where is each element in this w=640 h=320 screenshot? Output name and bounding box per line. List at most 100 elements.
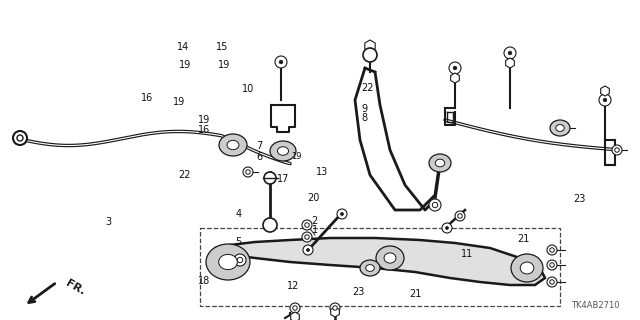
Ellipse shape [206, 244, 250, 280]
Ellipse shape [360, 260, 380, 276]
Ellipse shape [376, 246, 404, 270]
Circle shape [445, 227, 449, 229]
Circle shape [243, 167, 253, 177]
Circle shape [234, 254, 246, 266]
Polygon shape [291, 312, 300, 320]
Circle shape [550, 280, 554, 284]
Text: 10: 10 [242, 84, 254, 94]
Text: FR.: FR. [64, 278, 87, 298]
Text: 16: 16 [198, 124, 211, 135]
Text: 13: 13 [316, 167, 328, 177]
Circle shape [246, 170, 250, 174]
Circle shape [604, 98, 607, 102]
Ellipse shape [365, 265, 374, 271]
Ellipse shape [270, 141, 296, 161]
Bar [200, 228, 560, 306]
Circle shape [547, 260, 557, 270]
Text: 4: 4 [236, 209, 242, 220]
Ellipse shape [550, 120, 570, 136]
Ellipse shape [511, 254, 543, 282]
Circle shape [263, 218, 277, 232]
Text: 7: 7 [256, 140, 262, 151]
Circle shape [279, 60, 283, 64]
Circle shape [550, 263, 554, 267]
Text: 2: 2 [312, 216, 318, 227]
Circle shape [612, 145, 622, 155]
Ellipse shape [219, 254, 237, 270]
Circle shape [432, 202, 438, 208]
Circle shape [305, 223, 309, 227]
Circle shape [305, 235, 309, 239]
Circle shape [330, 303, 340, 313]
Text: 8: 8 [362, 113, 368, 123]
Text: 6: 6 [256, 152, 262, 162]
Text: 21: 21 [410, 289, 422, 299]
Text: 17: 17 [277, 174, 289, 184]
Text: 19: 19 [179, 60, 191, 70]
Ellipse shape [227, 140, 239, 150]
Text: 21: 21 [517, 234, 529, 244]
Ellipse shape [520, 262, 534, 274]
Circle shape [599, 94, 611, 106]
Circle shape [340, 212, 344, 215]
Circle shape [547, 277, 557, 287]
Circle shape [547, 245, 557, 255]
Circle shape [275, 56, 287, 68]
Text: 19: 19 [218, 60, 230, 70]
Circle shape [333, 306, 337, 310]
Ellipse shape [429, 154, 451, 172]
Circle shape [458, 214, 462, 218]
Text: 18: 18 [198, 276, 211, 286]
Text: 19: 19 [198, 115, 211, 125]
Circle shape [13, 131, 27, 145]
Text: 3: 3 [106, 217, 112, 228]
Ellipse shape [219, 134, 247, 156]
Circle shape [17, 135, 23, 141]
Polygon shape [215, 238, 545, 285]
Text: 15: 15 [216, 42, 228, 52]
Circle shape [455, 211, 465, 221]
Polygon shape [331, 307, 339, 317]
Text: 20: 20 [307, 193, 319, 203]
Circle shape [429, 199, 441, 211]
Circle shape [550, 248, 554, 252]
Circle shape [264, 172, 276, 184]
Circle shape [237, 257, 243, 263]
Circle shape [615, 148, 620, 152]
Circle shape [292, 306, 297, 310]
Circle shape [363, 48, 377, 62]
Circle shape [302, 232, 312, 242]
Circle shape [290, 303, 300, 313]
Polygon shape [365, 40, 375, 52]
Ellipse shape [435, 159, 445, 167]
Circle shape [337, 209, 347, 219]
Polygon shape [601, 86, 609, 96]
Text: 22: 22 [362, 83, 374, 93]
Text: 12: 12 [287, 281, 299, 292]
Text: 9: 9 [362, 104, 368, 114]
Text: 5: 5 [236, 236, 242, 247]
Text: 22: 22 [178, 170, 191, 180]
Circle shape [307, 249, 310, 252]
Polygon shape [506, 58, 515, 68]
Circle shape [303, 245, 313, 255]
Text: 11: 11 [461, 249, 473, 260]
Text: 14: 14 [177, 42, 189, 52]
Text: 23: 23 [573, 194, 585, 204]
Circle shape [449, 62, 461, 74]
Polygon shape [451, 73, 460, 83]
Text: TK4AB2710: TK4AB2710 [572, 301, 620, 310]
Circle shape [453, 66, 457, 70]
Ellipse shape [384, 253, 396, 263]
Circle shape [508, 51, 512, 55]
Ellipse shape [556, 124, 564, 132]
Ellipse shape [278, 147, 289, 155]
Text: 19: 19 [173, 97, 185, 108]
Text: 23: 23 [352, 287, 364, 297]
Text: 19: 19 [291, 152, 301, 161]
Circle shape [442, 223, 452, 233]
Circle shape [302, 220, 312, 230]
Text: 16: 16 [141, 92, 153, 103]
Circle shape [504, 47, 516, 59]
Text: 1: 1 [312, 225, 318, 236]
